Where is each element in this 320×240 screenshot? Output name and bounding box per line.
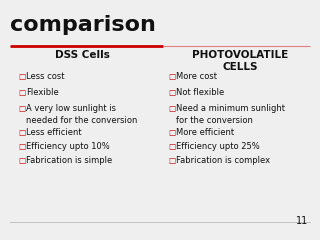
Text: More efficient: More efficient bbox=[176, 128, 234, 137]
Text: □: □ bbox=[168, 88, 175, 97]
Text: Fabrication is simple: Fabrication is simple bbox=[26, 156, 112, 165]
Text: □: □ bbox=[18, 72, 25, 81]
Text: Need a minimum sunlight
for the conversion: Need a minimum sunlight for the conversi… bbox=[176, 104, 285, 125]
Text: More cost: More cost bbox=[176, 72, 217, 81]
Text: □: □ bbox=[18, 128, 25, 137]
Text: □: □ bbox=[168, 156, 175, 165]
Text: □: □ bbox=[18, 88, 25, 97]
Text: □: □ bbox=[168, 72, 175, 81]
Text: comparison: comparison bbox=[10, 15, 156, 35]
Text: □: □ bbox=[168, 142, 175, 151]
Text: Less cost: Less cost bbox=[26, 72, 65, 81]
Text: Flexible: Flexible bbox=[26, 88, 59, 97]
Text: □: □ bbox=[168, 128, 175, 137]
Text: DSS Cells: DSS Cells bbox=[55, 50, 109, 60]
Text: A very low sunlight is
needed for the conversion: A very low sunlight is needed for the co… bbox=[26, 104, 137, 125]
Text: Not flexible: Not flexible bbox=[176, 88, 224, 97]
Text: Efficiency upto 10%: Efficiency upto 10% bbox=[26, 142, 110, 151]
Text: □: □ bbox=[18, 156, 25, 165]
Text: □: □ bbox=[168, 104, 175, 113]
Text: PHOTOVOLATILE
CELLS: PHOTOVOLATILE CELLS bbox=[192, 50, 288, 72]
Text: □: □ bbox=[18, 104, 25, 113]
Text: 11: 11 bbox=[296, 216, 308, 226]
Text: Less efficient: Less efficient bbox=[26, 128, 82, 137]
Text: □: □ bbox=[18, 142, 25, 151]
Text: Fabrication is complex: Fabrication is complex bbox=[176, 156, 270, 165]
Text: Efficiency upto 25%: Efficiency upto 25% bbox=[176, 142, 260, 151]
